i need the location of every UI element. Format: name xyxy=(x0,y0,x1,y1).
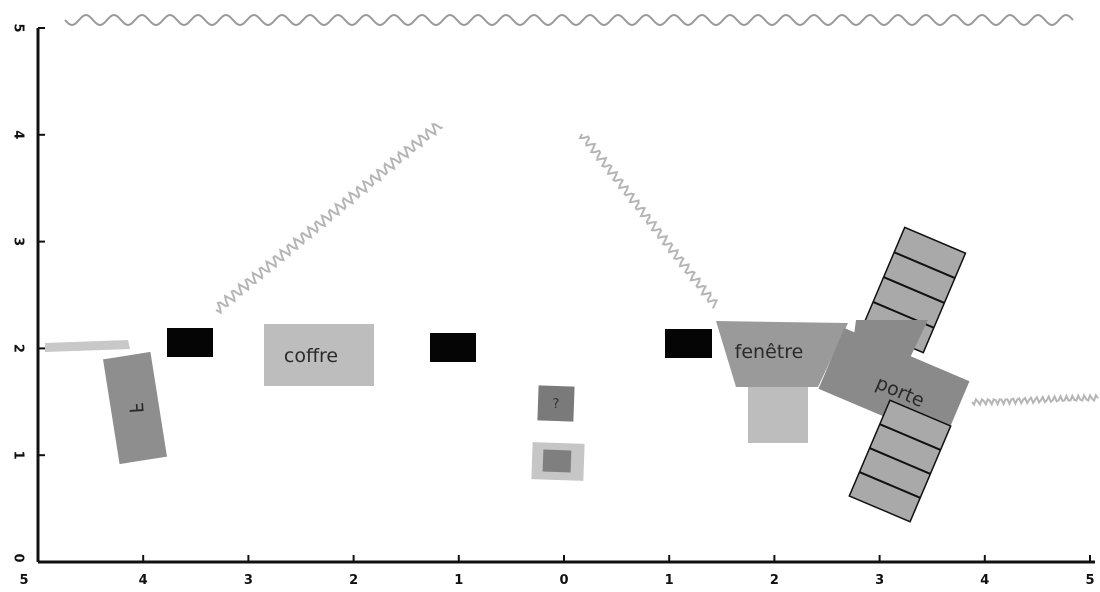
left-rotated-box-label: ꟻ xyxy=(124,402,147,414)
porte-assembly: porte xyxy=(818,226,970,523)
black-block-1 xyxy=(167,328,213,357)
y-tick-label: 5 xyxy=(11,23,26,32)
y-tick-label: 1 xyxy=(11,451,26,460)
x-tick-label: 0 xyxy=(559,573,568,588)
coffre-box xyxy=(264,324,374,386)
y-tick-label: 2 xyxy=(11,344,26,353)
fenetre-lower-box xyxy=(748,387,808,443)
y-axis-ticks: 0 1 2 3 4 5 xyxy=(11,23,45,563)
x-tick-label: 5 xyxy=(1085,573,1094,588)
right-diagonal-zigzag xyxy=(578,133,719,309)
x-tick-label: 2 xyxy=(349,573,358,588)
x-tick-label: 3 xyxy=(875,573,884,588)
black-block-3 xyxy=(665,329,712,358)
x-tick-label: 1 xyxy=(665,573,674,588)
x-tick-label: 3 xyxy=(244,573,253,588)
left-rotated-box: ꟻ xyxy=(103,351,167,465)
y-tick-label: 0 xyxy=(11,553,26,562)
fenetre-box xyxy=(716,321,848,387)
top-wall-wave xyxy=(64,14,1074,26)
x-tick-label: 1 xyxy=(454,573,463,588)
y-tick-label: 4 xyxy=(11,130,26,139)
center-upper-box xyxy=(537,385,575,422)
x-tick-label: 5 xyxy=(19,573,28,588)
x-axis-ticks: 5 4 3 2 1 0 1 2 3 4 5 xyxy=(19,555,1095,588)
x-tick-label: 2 xyxy=(770,573,779,588)
fenetre-label: fenêtre xyxy=(735,341,804,363)
x-tick-label: 4 xyxy=(139,573,148,588)
x-tick-label: 4 xyxy=(980,573,989,588)
left-wall-bar xyxy=(45,340,130,352)
center-lower-box-inner xyxy=(542,449,572,473)
porte-lower-leaf xyxy=(848,399,952,523)
porte-panel xyxy=(818,328,970,442)
center-upper-box-mark: ? xyxy=(553,397,560,412)
y-tick-label: 3 xyxy=(11,237,26,246)
black-block-2 xyxy=(430,333,476,362)
coffre-label: coffre xyxy=(284,345,338,367)
left-diagonal-zigzag xyxy=(215,123,444,315)
porte-horizontal-zigzag xyxy=(971,393,1099,407)
